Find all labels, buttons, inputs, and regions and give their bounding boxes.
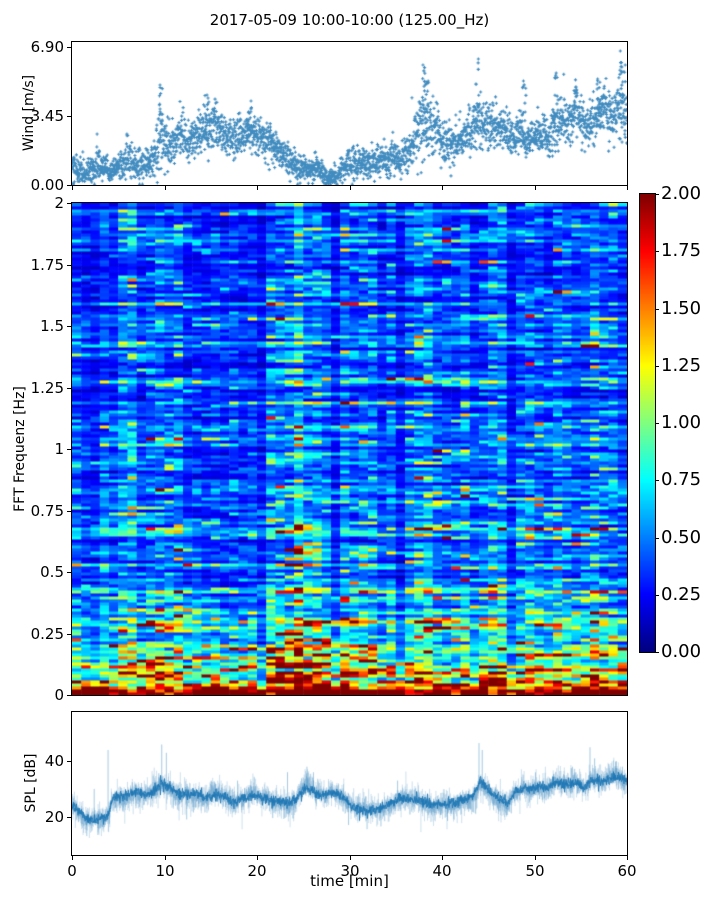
colorbar-tick-label: 0.50 [661, 527, 702, 548]
colorbar-tick-label: 0.25 [661, 584, 702, 605]
fft-y-tick-label: 1.5 [40, 317, 64, 335]
fft-y-tick-label: 2 [54, 194, 64, 212]
fft-y-tick-mark [67, 634, 71, 635]
spl-y-tick-mark [67, 817, 71, 818]
wind-y-tick-label: 6.90 [30, 38, 64, 56]
spl-x-tick-mark [442, 856, 443, 860]
spl-x-tick-mark [72, 856, 73, 860]
fft-y-tick-mark [67, 572, 71, 573]
fft-y-tick-label: 0.25 [30, 625, 64, 643]
fft-y-tick-mark [67, 203, 71, 204]
colorbar-tick-mark [655, 309, 659, 310]
spl-x-tick-label: 10 [155, 862, 175, 880]
fft-y-tick-mark [67, 326, 71, 327]
fft-y-tick-label: 0.75 [30, 502, 64, 520]
wind-y-tick-label: 3.45 [30, 107, 64, 125]
wind-x-tick-mark [257, 186, 258, 190]
fft-y-tick-label: 0 [54, 686, 64, 704]
colorbar-tick-mark [655, 538, 659, 539]
spl-x-tick-mark [165, 856, 166, 860]
fft-y-tick-mark [67, 449, 71, 450]
figure-title: 2017-05-09 10:00-10:00 (125.00_Hz) [209, 11, 490, 29]
colorbar-canvas [640, 194, 655, 652]
wind-x-tick-mark [442, 186, 443, 190]
spl-x-tick-mark [535, 856, 536, 860]
wind-x-tick-mark [535, 186, 536, 190]
colorbar-tick-mark [655, 251, 659, 252]
spl-x-tick-label: 50 [525, 862, 545, 880]
spl-x-tick-mark [257, 856, 258, 860]
spl-x-tick-mark [350, 856, 351, 860]
fft-y-tick-mark [67, 388, 71, 389]
fft-y-tick-mark [67, 265, 71, 266]
wind-y-tick-mark [67, 116, 71, 117]
spl-y-tick-mark [67, 761, 71, 762]
fft-y-tick-label: 1.75 [30, 256, 64, 274]
wind-x-tick-mark [165, 186, 166, 190]
colorbar-tick-label: 1.75 [661, 240, 702, 261]
spectrogram-canvas [72, 203, 627, 695]
wind-x-tick-mark [627, 186, 628, 190]
spl-line-canvas [72, 712, 627, 855]
wind-scatter-canvas [72, 42, 627, 185]
spl-x-tick-label: 60 [617, 862, 637, 880]
colorbar-tick-label: 0.00 [661, 641, 702, 662]
colorbar-tick-label: 1.25 [661, 355, 702, 376]
fft-y-tick-mark [67, 511, 71, 512]
colorbar-tick-label: 1.00 [661, 412, 702, 433]
fft-y-tick-label: 1 [54, 440, 64, 458]
colorbar-tick-label: 0.75 [661, 469, 702, 490]
wind-y-tick-label: 0.00 [30, 176, 64, 194]
colorbar-tick-mark [655, 595, 659, 596]
colorbar-tick-mark [655, 194, 659, 195]
wind-x-tick-mark [72, 186, 73, 190]
time-x-axis-label: time [min] [310, 872, 389, 890]
spl-y-tick-label: 40 [44, 752, 64, 770]
spl-x-tick-label: 40 [432, 862, 452, 880]
colorbar-tick-mark [655, 366, 659, 367]
wind-x-tick-mark [350, 186, 351, 190]
colorbar-tick-mark [655, 480, 659, 481]
spl-x-tick-label: 0 [67, 862, 77, 880]
wind-y-tick-mark [67, 47, 71, 48]
fft-y-tick-label: 1.25 [30, 379, 64, 397]
wind-y-tick-mark [67, 185, 71, 186]
fft-y-tick-label: 0.5 [40, 563, 64, 581]
spl-x-tick-label: 30 [340, 862, 360, 880]
colorbar-tick-label: 2.00 [661, 183, 702, 204]
fft-y-tick-mark [67, 695, 71, 696]
colorbar-tick-label: 1.50 [661, 298, 702, 319]
spl-x-tick-mark [627, 856, 628, 860]
spl-y-tick-label: 20 [44, 808, 64, 826]
colorbar-tick-mark [655, 423, 659, 424]
colorbar-tick-mark [655, 652, 659, 653]
spl-x-tick-label: 20 [247, 862, 267, 880]
